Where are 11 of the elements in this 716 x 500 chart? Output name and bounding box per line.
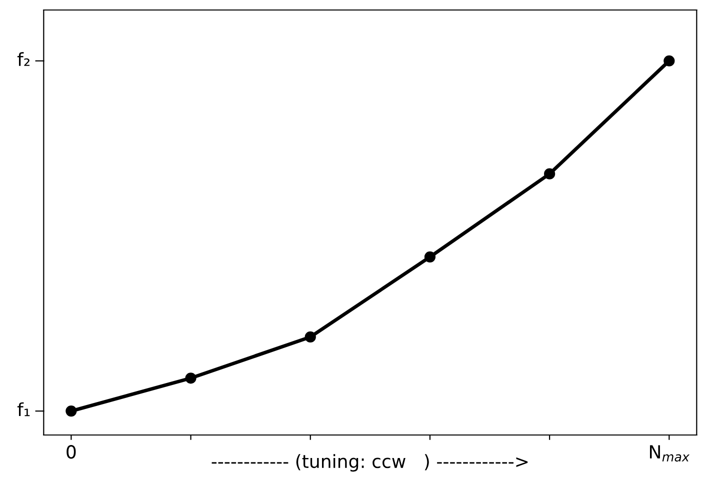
point: [544, 168, 556, 180]
point: [66, 406, 77, 417]
x-tick-label: N$_{max}$: [650, 445, 690, 462]
point: [424, 251, 436, 262]
text: f₂: [17, 52, 30, 66]
text: ------------ (tuning: ccw ) ------------>: [212, 454, 528, 472]
text: f₁: [17, 402, 30, 416]
point: [664, 55, 675, 66]
point: [185, 372, 196, 384]
point: [304, 331, 316, 343]
x-tick-label: 0: [66, 445, 76, 459]
